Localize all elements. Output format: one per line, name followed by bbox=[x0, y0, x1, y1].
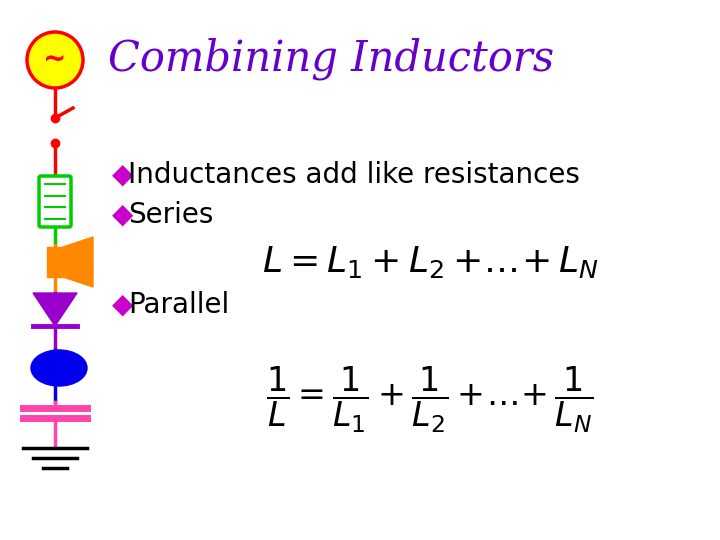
Ellipse shape bbox=[31, 350, 87, 386]
Polygon shape bbox=[63, 237, 93, 287]
Text: $L = L_1 + L_2 +\!\ldots\!+L_N$: $L = L_1 + L_2 +\!\ldots\!+L_N$ bbox=[261, 244, 598, 280]
Bar bbox=[47, 247, 63, 277]
Text: Series: Series bbox=[128, 201, 213, 229]
Text: $\dfrac{1}{L} = \dfrac{1}{L_1} + \dfrac{1}{L_2} +\!\ldots\!+ \dfrac{1}{L_N}$: $\dfrac{1}{L} = \dfrac{1}{L_1} + \dfrac{… bbox=[266, 365, 594, 435]
FancyBboxPatch shape bbox=[39, 176, 71, 227]
Text: Inductances add like resistances: Inductances add like resistances bbox=[128, 161, 580, 189]
Text: ◆: ◆ bbox=[112, 201, 133, 229]
Text: ◆: ◆ bbox=[112, 291, 133, 319]
Text: Parallel: Parallel bbox=[128, 291, 229, 319]
Text: ◆: ◆ bbox=[112, 161, 133, 189]
Text: ~: ~ bbox=[43, 46, 67, 74]
Text: Combining Inductors: Combining Inductors bbox=[108, 38, 554, 80]
Circle shape bbox=[27, 32, 83, 88]
Polygon shape bbox=[33, 293, 77, 326]
